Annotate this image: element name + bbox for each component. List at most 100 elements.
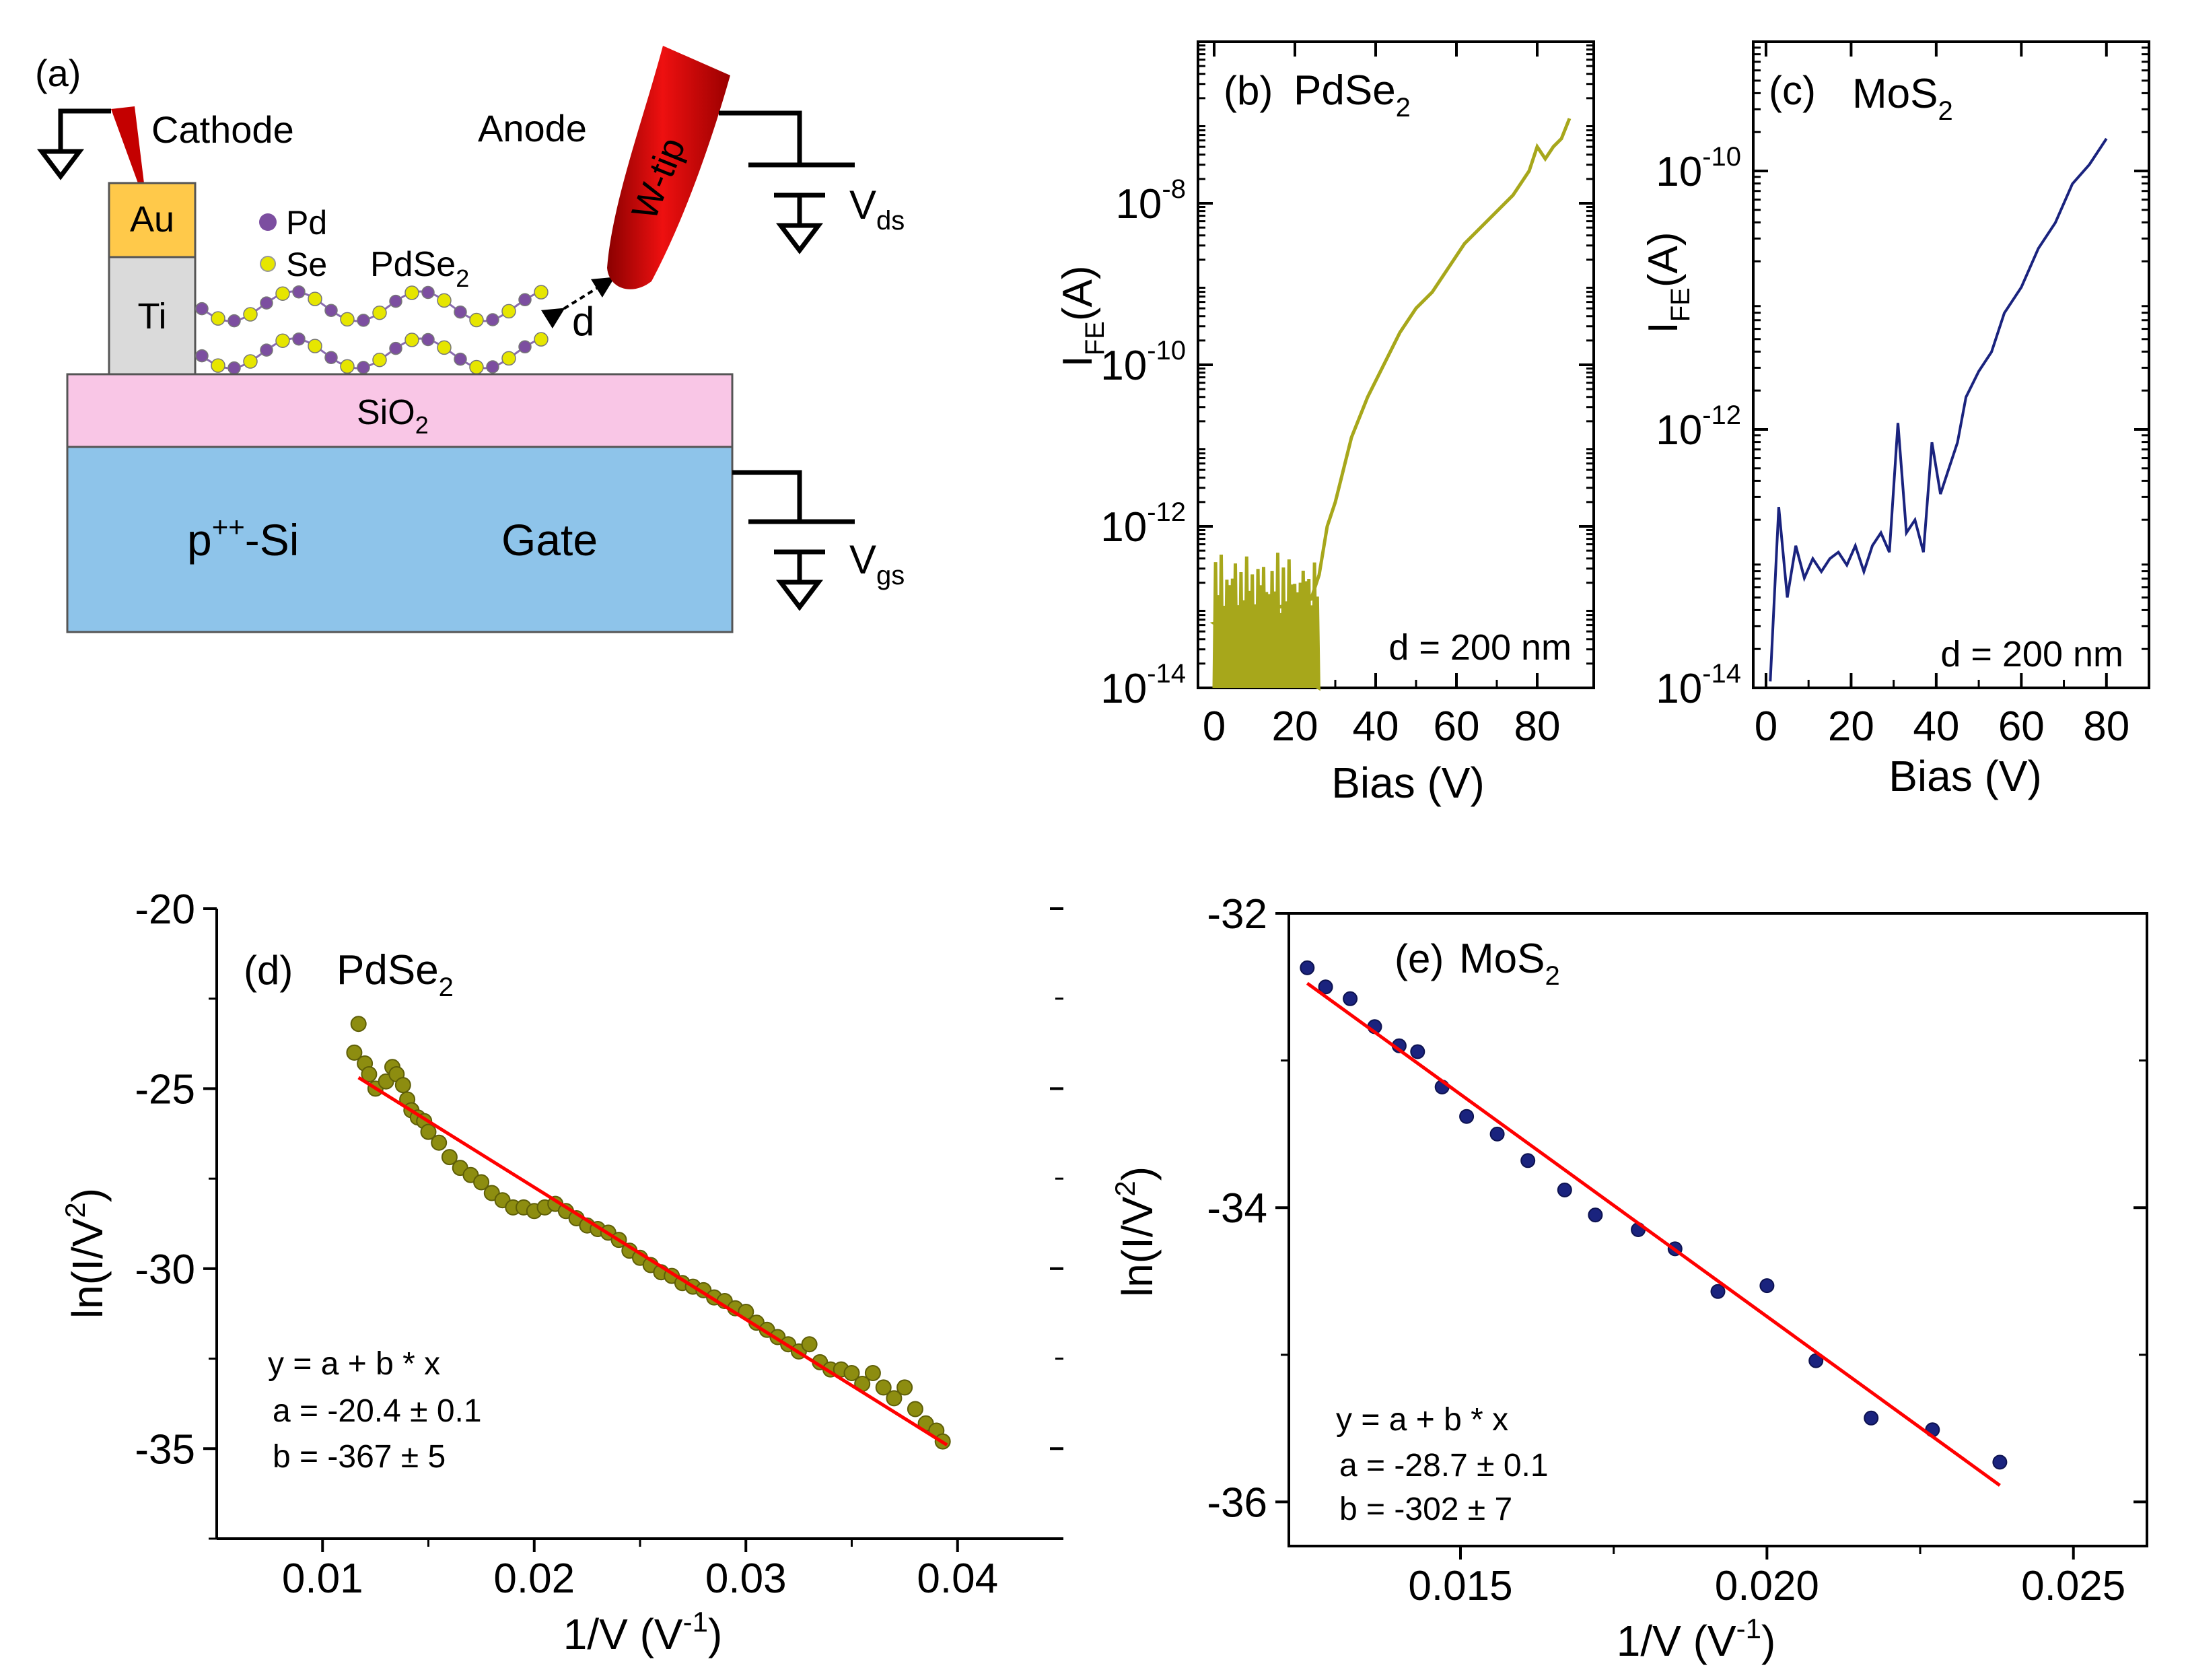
se-legend-dot [260,256,276,272]
pd-atom [292,285,306,299]
pd-legend-label: Pd [286,204,327,242]
x-tick-label: 40 [1913,703,1959,750]
chart-b-pdse2-iv: 0 20 40 60 80 10-8 10-10 10-12 10-14 (b) PdSe2 d… [1055,40,1595,807]
chart-b-marks: 0 20 40 60 80 10-8 10-10 10-12 10-14 [1100,40,1594,750]
pd-atom [486,313,499,326]
chart-e-mos2-fn: -32 -34 -36 0.015 0.020 0.025 (e) MoS2 y = a … [1109,891,2148,1665]
chart-d-xlabel: 1/V (V-1) [563,1606,723,1658]
pd-atom [486,360,499,374]
se-atom [501,304,516,319]
material-label: PdSe2 [370,245,469,292]
vds-source-symbol [719,110,855,254]
panel-a-label: (a) [35,52,81,94]
pd-atom [260,343,273,357]
data-point [907,1401,923,1418]
x-tick-label: 60 [1434,703,1480,750]
chart-c-panel-label: (c) [1769,68,1816,113]
se-atom [469,312,484,328]
y-tick-label: 10-10 [1656,142,1741,195]
gap-arrow [540,277,615,329]
anode-label: Anode [478,107,587,149]
chart-b-panel-label: (b) [1224,68,1273,113]
se-atom [404,285,419,300]
data-point [1759,1278,1775,1294]
data-line-PdSe2 [1209,118,1572,691]
x-tick-label: 0.015 [1408,1563,1512,1609]
se-atom [211,358,225,373]
y-tick-label: -34 [1207,1185,1267,1232]
data-point [1864,1410,1879,1426]
data-point [1410,1044,1425,1059]
chart-d-fit-eq: y = a + b * x [268,1346,440,1382]
data-point [420,1123,437,1140]
x-tick-label: 0.04 [917,1555,998,1602]
se-atom [275,333,290,348]
chart-e-fit-b: b = -302 ± 7 [1339,1492,1512,1527]
data-point [394,1077,411,1094]
data-point [875,1379,892,1396]
chart-d-ylabel: ln(I/V2) [59,1188,112,1319]
chart-e-fit-a: a = -28.7 ± 0.1 [1339,1448,1549,1483]
se-atom [501,351,516,366]
au-label: Au [130,199,174,240]
pd-atom [454,352,467,366]
pd-atom [518,293,532,307]
chart-e-frame [1288,912,2148,1547]
se-atom [437,293,452,308]
fit-line [357,1076,948,1446]
se-atom [243,354,258,369]
data-point [1318,979,1333,995]
data-point [864,1365,881,1381]
se-atom [275,286,290,301]
chart-c-annotation: d = 200 nm [1940,634,2123,674]
chart-b-xlabel: Bias (V) [1331,759,1485,807]
pd-atom [389,294,402,308]
x-tick-label: 0.02 [493,1555,575,1602]
pd-legend-dot [259,213,277,231]
chart-c-marks: 0 20 40 60 80 10-10 10-12 10-14 [1656,42,2149,750]
se-atom [469,359,484,375]
chart-c-title: MoS2 [1852,71,1953,126]
x-tick-label: 80 [1514,703,1561,750]
pd-atom [324,351,338,364]
data-point [1710,1284,1726,1299]
chart-d-pdse2-fn: -20 -25 -30 -35 0.01 0.02 0.03 0.04 (d) PdSe2 y… [59,886,1063,1658]
data-point [346,1044,363,1061]
data-point [843,1365,860,1381]
au-contact [108,182,197,258]
x-tick-label: 80 [2083,703,2129,750]
data-point [886,1390,903,1407]
gap-label: d [572,299,594,344]
chart-e-ylabel: ln(I/V2) [1109,1166,1162,1297]
chart-e-fit-eq: y = a + b * x [1336,1402,1508,1438]
chart-e-title: MoS2 [1459,936,1560,991]
y-tick-label: 10-8 [1115,174,1186,228]
cathode-ground-symbol [36,108,111,180]
ti-label: Ti [138,296,167,337]
data-point [1992,1455,2008,1470]
se-atom [534,332,549,347]
vgs-label: Vgs [849,537,905,590]
x-tick-label: 20 [1828,703,1874,750]
chart-e-xlabel: 1/V (V-1) [1617,1613,1776,1665]
vgs-source-symbol [732,470,855,611]
se-atom [534,285,549,300]
data-point [1520,1153,1536,1168]
chart-c-frame [1752,40,2150,689]
data-point [1588,1208,1603,1223]
y-tick-label: -30 [135,1247,195,1293]
y-tick-label: 10-14 [1656,659,1741,712]
chart-b-ylabel: IFE(A) [1055,265,1110,367]
chart-c-ylabel: IFE(A) [1640,232,1695,333]
pd-atom [389,341,402,355]
vds-label: Vds [849,182,905,236]
se-atom [372,352,387,368]
se-atom [308,291,322,306]
se-atom [211,311,225,326]
data-point [361,1066,378,1082]
data-point [1557,1183,1572,1197]
data-point [1343,991,1358,1006]
si-gate-layer [66,446,734,633]
x-tick-label: 40 [1353,703,1399,750]
se-atom [372,305,387,320]
